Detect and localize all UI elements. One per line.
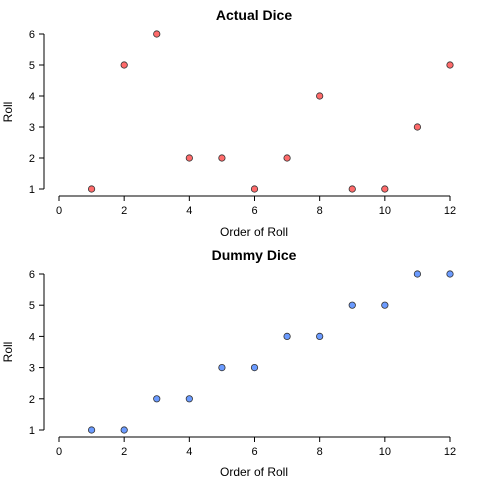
y-tick-label: 2 xyxy=(29,394,35,406)
chart-dummy-dice: Dummy Dice Order of Roll Roll 0 2 4 6 8 10 121… xyxy=(1,247,456,479)
chart-title: Dummy Dice xyxy=(212,247,297,263)
data-point xyxy=(413,270,422,278)
chart-title: Actual Dice xyxy=(216,7,292,23)
data-point xyxy=(283,154,291,162)
data-point xyxy=(185,395,193,403)
x-tick-label: 2 xyxy=(121,205,127,217)
scatter-points xyxy=(87,270,454,434)
y-tick-label: 3 xyxy=(29,122,35,134)
x-tick-label: 12 xyxy=(444,205,456,217)
data-point xyxy=(348,185,356,193)
data-point xyxy=(153,395,161,403)
data-point xyxy=(316,332,324,340)
data-point xyxy=(348,301,356,309)
y-tick-label: 6 xyxy=(29,29,35,41)
x-tick-label: 12 xyxy=(444,446,456,458)
x-tick-label: 6 xyxy=(251,205,257,217)
y-tick-label: 2 xyxy=(29,153,35,165)
data-point xyxy=(381,301,389,309)
data-point xyxy=(120,61,128,69)
x-tick-label: 0 xyxy=(56,205,62,217)
y-tick-label: 5 xyxy=(29,60,35,72)
y-axis-label: Roll xyxy=(1,342,15,363)
data-point xyxy=(185,154,193,162)
x-axis-label: Order of Roll xyxy=(220,225,288,239)
x-tick-label: 8 xyxy=(317,446,323,458)
y-tick-label: 4 xyxy=(29,91,35,103)
x-tick-label: 8 xyxy=(317,205,323,217)
y-tick-label: 1 xyxy=(29,425,35,437)
data-point xyxy=(446,61,454,69)
y-axis-label: Roll xyxy=(1,102,15,123)
data-point xyxy=(250,185,259,193)
x-tick-label: 2 xyxy=(121,446,127,458)
data-point xyxy=(413,123,422,131)
data-point xyxy=(283,332,291,340)
x-tick-label: 10 xyxy=(379,446,391,458)
data-point xyxy=(381,185,389,193)
data-point xyxy=(250,363,259,372)
chart-actual-dice: Actual Dice Order of Roll Roll 0 2 4 6 8 10 12… xyxy=(1,7,456,239)
data-point xyxy=(153,30,161,38)
data-point xyxy=(218,363,226,372)
data-point xyxy=(316,92,324,100)
data-point xyxy=(446,270,454,278)
x-tick-label: 4 xyxy=(186,205,192,217)
data-point xyxy=(87,426,96,434)
x-tick-label: 6 xyxy=(251,446,257,458)
y-tick-label: 4 xyxy=(29,331,35,343)
x-tick-label: 0 xyxy=(56,446,62,458)
scatter-points xyxy=(87,30,454,193)
y-tick-label: 5 xyxy=(29,300,35,312)
data-point xyxy=(218,154,226,162)
data-point xyxy=(87,185,96,193)
y-tick-label: 1 xyxy=(29,184,35,196)
x-tick-label: 4 xyxy=(186,446,192,458)
y-tick-label: 3 xyxy=(29,363,35,375)
y-tick-label: 6 xyxy=(29,269,35,281)
data-point xyxy=(120,426,128,434)
x-axis-label: Order of Roll xyxy=(220,465,288,479)
x-tick-label: 10 xyxy=(379,205,391,217)
